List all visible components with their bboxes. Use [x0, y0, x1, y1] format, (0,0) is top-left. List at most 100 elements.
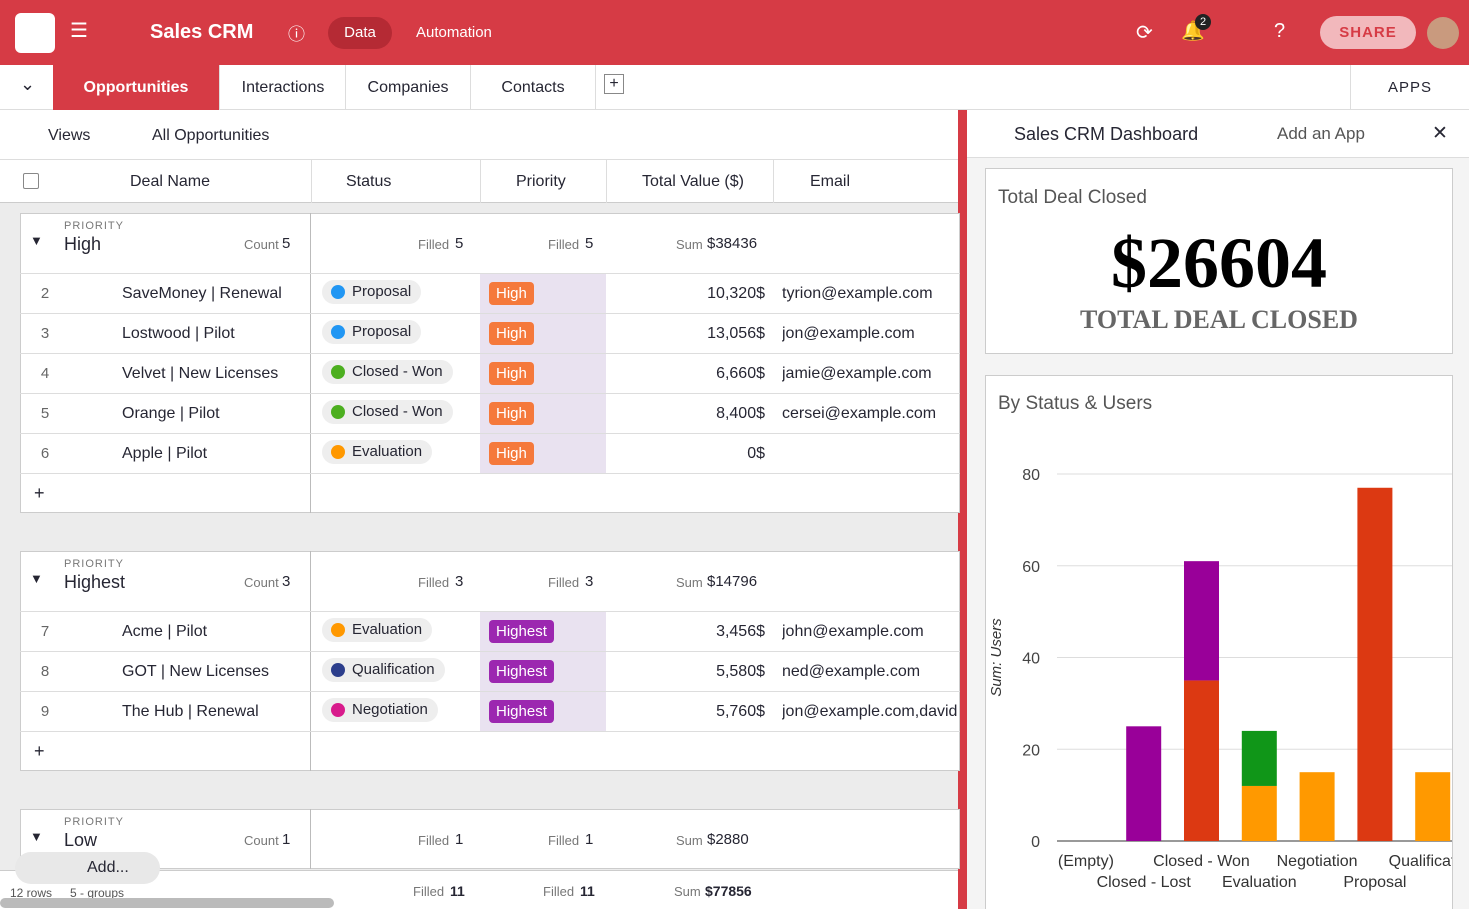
y-tick-label: 20 [1022, 742, 1040, 759]
collapse-icon[interactable]: ⌄ [20, 74, 36, 94]
group-box [20, 551, 960, 771]
filled-value: 3 [455, 573, 464, 590]
status-dot [331, 445, 345, 459]
row-id: 5 [40, 405, 50, 422]
table-tab[interactable]: Companies [346, 65, 471, 110]
status-dot [331, 405, 345, 419]
count-value: 5 [282, 235, 291, 252]
column-title[interactable]: Email [810, 173, 851, 190]
group-divider [310, 809, 311, 869]
email: tyrion@example.com [782, 285, 933, 302]
total-value: 5,580$ [716, 663, 765, 680]
x-tick-label: Evaluation [1222, 874, 1297, 891]
priority-pill[interactable]: Highest [489, 660, 554, 683]
refresh-icon[interactable]: ⟳ [1136, 22, 1153, 44]
sum-value: $2880 [707, 831, 749, 848]
status-pill[interactable]: Proposal [322, 320, 422, 344]
sum-value: $38436 [707, 235, 758, 252]
priority-pill[interactable]: High [489, 322, 534, 345]
email: jon@example.com [782, 325, 915, 342]
table-tab[interactable]: Contacts [471, 65, 596, 110]
priority-pill[interactable]: High [489, 362, 534, 385]
add-app[interactable]: Add an App [1277, 124, 1365, 143]
share-button[interactable]: SHARE [1320, 16, 1416, 49]
top-tab[interactable]: Automation [416, 24, 492, 41]
scrollbar [0, 898, 334, 908]
priority-pill[interactable]: Highest [489, 700, 554, 723]
filled-label: Filled [548, 575, 580, 590]
app-name[interactable]: Sales CRM [150, 21, 254, 43]
x-tick-label: Negotiation [1277, 853, 1358, 870]
status-pill[interactable]: Evaluation [322, 618, 433, 642]
status-pill[interactable]: Negotiation [322, 698, 438, 722]
deal-name[interactable]: SaveMoney | Renewal [122, 285, 282, 302]
views-button[interactable]: Views [48, 127, 91, 144]
column-border [606, 160, 607, 203]
priority-pill[interactable]: Highest [489, 620, 554, 643]
email: jamie@example.com [782, 365, 932, 382]
row-id: 8 [40, 663, 50, 680]
deal-name[interactable]: GOT | New Licenses [122, 663, 270, 680]
filled-label: Filled [418, 237, 450, 252]
group-name: Highest [64, 572, 126, 592]
deal-name[interactable]: Lostwood | Pilot [122, 325, 235, 342]
y-tick-label: 40 [1022, 651, 1040, 668]
status-pill[interactable]: Evaluation [322, 440, 433, 464]
row-id: 6 [40, 445, 50, 462]
top-tab[interactable]: Data [328, 17, 392, 49]
priority-pill[interactable]: High [489, 402, 534, 425]
deal-name[interactable]: Acme | Pilot [122, 623, 208, 640]
count-label: Count [244, 237, 279, 252]
group-toggle[interactable]: ▼ [30, 233, 43, 248]
status-pill[interactable]: Qualification [322, 658, 445, 682]
group-toggle[interactable]: ▼ [30, 829, 43, 844]
table-tab[interactable]: Opportunities [53, 65, 220, 110]
info-icon[interactable]: ⓘ [288, 25, 305, 44]
add-row[interactable]: + [34, 483, 45, 503]
column-title[interactable]: Status [346, 173, 392, 190]
table-tab[interactable]: Interactions [221, 65, 346, 110]
y-tick-label: 60 [1022, 559, 1040, 576]
menu-icon[interactable]: ☰ [70, 20, 88, 42]
row-id: 7 [40, 623, 50, 640]
group-toggle[interactable]: ▼ [30, 571, 43, 586]
group-label: PRIORITY [64, 816, 124, 828]
group-name: High [64, 234, 102, 254]
total-value: 3,456$ [716, 623, 765, 640]
deal-name[interactable]: Velvet | New Licenses [122, 365, 279, 382]
avatar[interactable] [1427, 17, 1459, 49]
view-name[interactable]: All Opportunities [152, 127, 270, 144]
add-button[interactable]: Add... [15, 852, 160, 884]
column-title[interactable]: Deal Name [130, 173, 211, 190]
widget [985, 168, 1453, 354]
row-border [20, 433, 960, 434]
add-row[interactable]: + [34, 741, 45, 761]
chart-title[interactable]: By Status & Users [998, 393, 1153, 414]
column-title[interactable]: Priority [516, 173, 566, 190]
column-title[interactable]: Total Value ($) [642, 173, 744, 190]
row-id: 3 [40, 325, 50, 342]
logo[interactable] [15, 13, 55, 53]
status-pill[interactable]: Closed - Won [322, 360, 453, 384]
status-pill[interactable]: Proposal [322, 280, 422, 304]
filled-label: Filled [543, 884, 575, 899]
apps-button[interactable]: APPS [1350, 65, 1469, 110]
priority-pill[interactable]: High [489, 442, 534, 465]
bar [1184, 561, 1219, 681]
row-border [20, 393, 960, 394]
group-divider [310, 551, 311, 771]
close-icon[interactable]: ✕ [1432, 123, 1448, 144]
deal-name[interactable]: The Hub | Renewal [122, 703, 259, 720]
select-all[interactable] [23, 173, 39, 189]
status-pill[interactable]: Closed - Won [322, 400, 453, 424]
deal-name[interactable]: Orange | Pilot [122, 405, 220, 422]
priority-pill[interactable]: High [489, 282, 534, 305]
status-dot [331, 663, 345, 677]
group-name: Low [64, 830, 98, 850]
row-border [20, 473, 960, 474]
deal-name[interactable]: Apple | Pilot [122, 445, 208, 462]
divider[interactable] [958, 110, 967, 909]
add-table[interactable]: + [604, 74, 624, 94]
help-icon[interactable]: ? [1274, 20, 1286, 42]
widget-title[interactable]: Total Deal Closed [998, 187, 1147, 208]
